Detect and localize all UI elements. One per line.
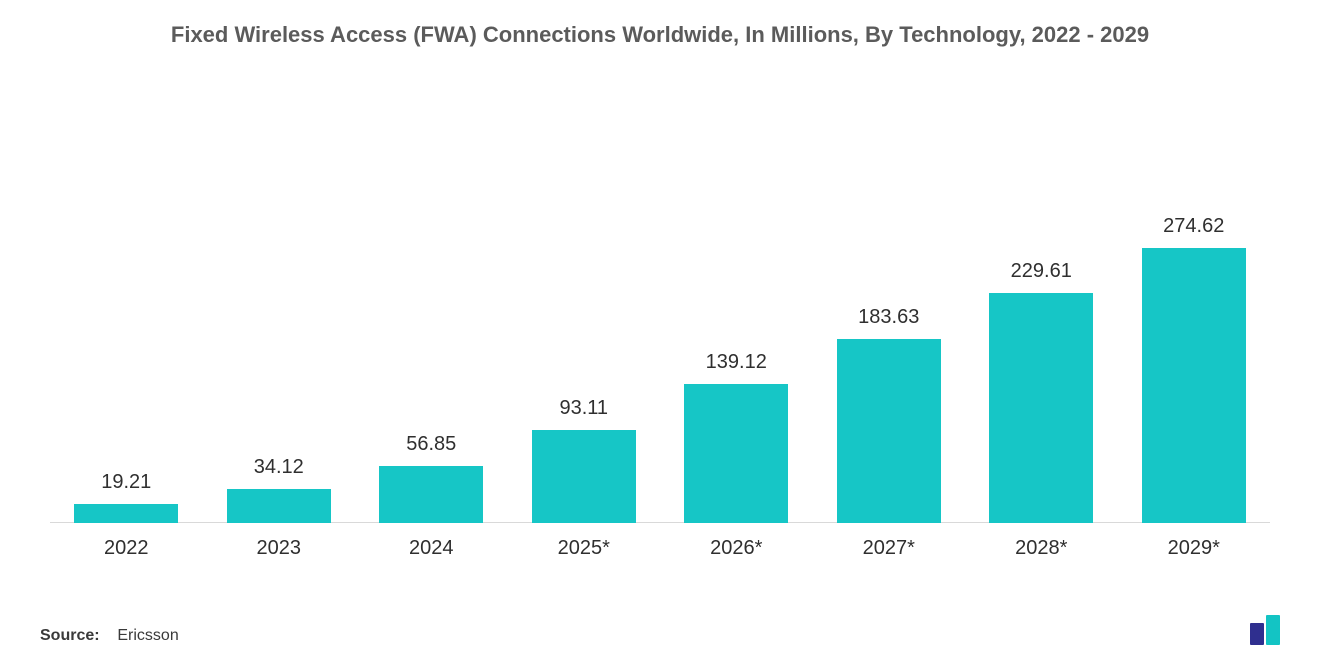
bar xyxy=(227,489,331,523)
bar xyxy=(837,339,941,523)
bar-column: 274.62 xyxy=(1118,150,1271,523)
bar-value-label: 139.12 xyxy=(706,351,767,374)
bar xyxy=(379,466,483,523)
bar-column: 56.85 xyxy=(355,150,508,523)
x-axis-tick-label: 2026* xyxy=(660,537,813,560)
x-axis-tick-label: 2022 xyxy=(50,537,203,560)
x-axis: 2022202320242025*2026*2027*2028*2029* xyxy=(40,523,1280,560)
chart-footer: Source: Ericsson xyxy=(40,560,1280,645)
bar xyxy=(74,504,178,523)
x-axis-tick-label: 2025* xyxy=(508,537,661,560)
bar-value-label: 56.85 xyxy=(406,433,456,456)
bar-column: 34.12 xyxy=(203,150,356,523)
bar xyxy=(684,384,788,523)
x-axis-tick-label: 2028* xyxy=(965,537,1118,560)
bar-column: 19.21 xyxy=(50,150,203,523)
x-axis-tick-label: 2024 xyxy=(355,537,508,560)
bar xyxy=(1142,248,1246,523)
bar-value-label: 229.61 xyxy=(1011,260,1072,283)
plot-area: 19.21 34.12 56.85 93.11 139.12 183.63 229.61 27… xyxy=(40,60,1280,523)
source-label: Source: xyxy=(40,627,100,644)
chart-title: Fixed Wireless Access (FWA) Connections … xyxy=(40,20,1280,60)
source-value: Ericsson xyxy=(117,627,178,644)
x-axis-tick-label: 2029* xyxy=(1118,537,1271,560)
bar-column: 229.61 xyxy=(965,150,1118,523)
source-attribution: Source: Ericsson xyxy=(40,627,179,645)
bar-column: 139.12 xyxy=(660,150,813,523)
bar-column: 183.63 xyxy=(813,150,966,523)
bar-value-label: 274.62 xyxy=(1163,215,1224,238)
logo-left-square xyxy=(1250,623,1264,645)
bar xyxy=(989,293,1093,523)
bar-column: 93.11 xyxy=(508,150,661,523)
bar-value-label: 183.63 xyxy=(858,306,919,329)
chart-container: Fixed Wireless Access (FWA) Connections … xyxy=(40,20,1280,645)
bar-value-label: 93.11 xyxy=(559,397,608,420)
brand-logo-icon xyxy=(1250,615,1280,645)
logo-right-square xyxy=(1266,615,1280,645)
bar-value-label: 34.12 xyxy=(254,456,304,479)
bar xyxy=(532,430,636,523)
bar-value-label: 19.21 xyxy=(101,471,151,494)
x-axis-tick-label: 2023 xyxy=(203,537,356,560)
x-axis-tick-label: 2027* xyxy=(813,537,966,560)
